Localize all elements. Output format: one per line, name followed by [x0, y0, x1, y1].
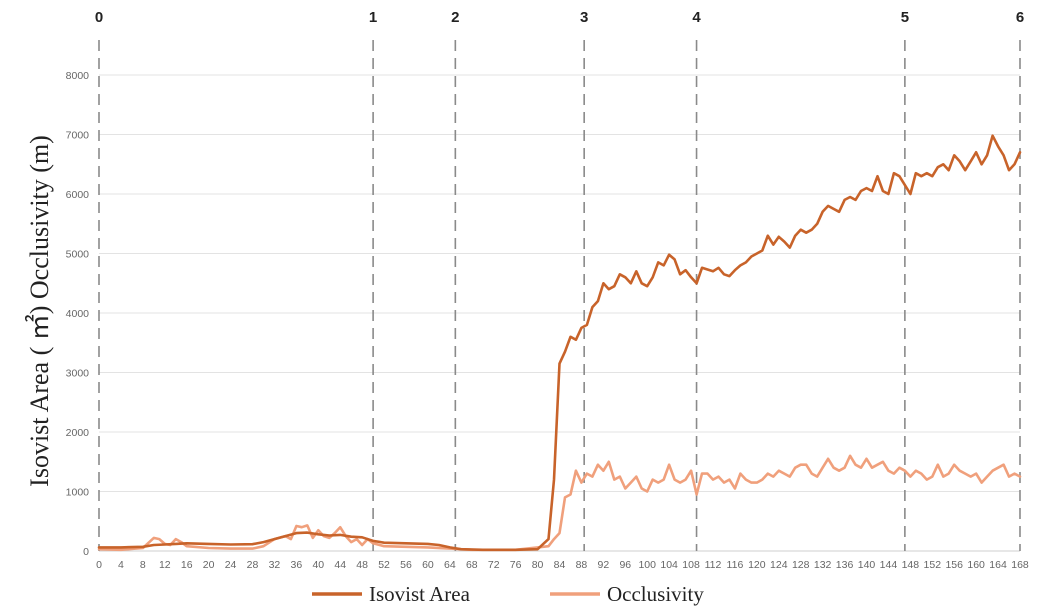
legend-label-occlusivity: Occlusivity	[607, 582, 704, 606]
x-tick-label: 4	[118, 559, 124, 571]
y-tick-label: 3000	[66, 368, 90, 380]
x-tick-label: 40	[312, 559, 324, 571]
x-tick-label: 28	[247, 559, 259, 571]
x-tick-label: 68	[466, 559, 478, 571]
x-tick-label: 108	[682, 559, 700, 571]
x-tick-label: 36	[291, 559, 303, 571]
x-tick-label: 20	[203, 559, 215, 571]
y-tick-label: 4000	[66, 308, 90, 320]
series-lines	[97, 134, 1022, 552]
x-tick-label: 128	[792, 559, 810, 571]
y-axis-label: Isovist Area ( ㎡) Occlusivity (m)	[25, 135, 54, 487]
x-tick-label: 148	[902, 559, 920, 571]
stage-marker-label: 2	[451, 9, 459, 26]
series-line-isovist-area	[97, 134, 1022, 552]
x-tick-label: 160	[967, 559, 985, 571]
x-tick-label: 152	[924, 559, 942, 571]
stage-marker-label: 0	[95, 9, 103, 26]
x-tick-label: 104	[660, 559, 678, 571]
y-tick-label: 0	[83, 546, 89, 558]
y-tick-label: 8000	[66, 70, 90, 82]
x-tick-label: 32	[269, 559, 281, 571]
x-tick-label: 92	[598, 559, 610, 571]
gridlines	[99, 74, 1020, 552]
x-tick-label: 64	[444, 559, 456, 571]
x-tick-label: 24	[225, 559, 237, 571]
x-tick-label: 88	[576, 559, 588, 571]
x-tick-label: 84	[554, 559, 566, 571]
y-tick-label: 1000	[66, 487, 90, 499]
x-tick-label: 120	[748, 559, 766, 571]
legend: Isovist Area Occlusivity	[312, 582, 704, 606]
series-line-occlusivity	[97, 454, 1022, 552]
x-tick-label: 76	[510, 559, 522, 571]
stage-marker-label: 6	[1016, 9, 1024, 26]
stage-marker-label: 1	[369, 9, 377, 26]
x-tick-label: 52	[378, 559, 390, 571]
x-tick-label: 16	[181, 559, 193, 571]
x-tick-label: 164	[989, 559, 1007, 571]
legend-label-isovist-area: Isovist Area	[369, 582, 471, 606]
stage-marker-label: 4	[692, 9, 701, 26]
x-tick-label: 144	[880, 559, 898, 571]
x-tick-label: 100	[638, 559, 656, 571]
y-tick-label: 6000	[66, 189, 90, 201]
stage-marker-label: 5	[901, 9, 909, 26]
x-tick-label: 156	[945, 559, 963, 571]
x-tick-label: 124	[770, 559, 788, 571]
y-axis-ticks: 0 1000 2000 3000 4000 5000 6000 7000 8000	[66, 70, 90, 558]
y-tick-label: 2000	[66, 427, 90, 439]
y-tick-label: 7000	[66, 130, 90, 142]
x-tick-label: 44	[334, 559, 346, 571]
x-tick-label: 136	[836, 559, 854, 571]
x-tick-label: 116	[727, 559, 744, 571]
x-tick-label: 72	[488, 559, 500, 571]
x-tick-label: 0	[96, 559, 102, 571]
y-tick-label: 5000	[66, 249, 90, 261]
x-tick-label: 8	[140, 559, 146, 571]
x-tick-label: 112	[705, 559, 722, 571]
x-tick-label: 12	[159, 559, 171, 571]
x-tick-label: 96	[619, 559, 631, 571]
stage-marker-label: 3	[580, 9, 588, 26]
x-tick-label: 60	[422, 559, 434, 571]
x-axis-ticks: 0 4 8 12 16 20 24 28 32 36 40 44 48 52 56 60 64 68 72 76 80 8…	[96, 559, 1029, 571]
x-tick-label: 56	[400, 559, 412, 571]
x-tick-label: 140	[858, 559, 876, 571]
x-tick-label: 80	[532, 559, 544, 571]
x-tick-label: 132	[814, 559, 832, 571]
x-tick-label: 168	[1011, 559, 1029, 571]
stage-markers: 0 1 2 3 4 5 6	[95, 9, 1024, 551]
x-tick-label: 48	[356, 559, 368, 571]
